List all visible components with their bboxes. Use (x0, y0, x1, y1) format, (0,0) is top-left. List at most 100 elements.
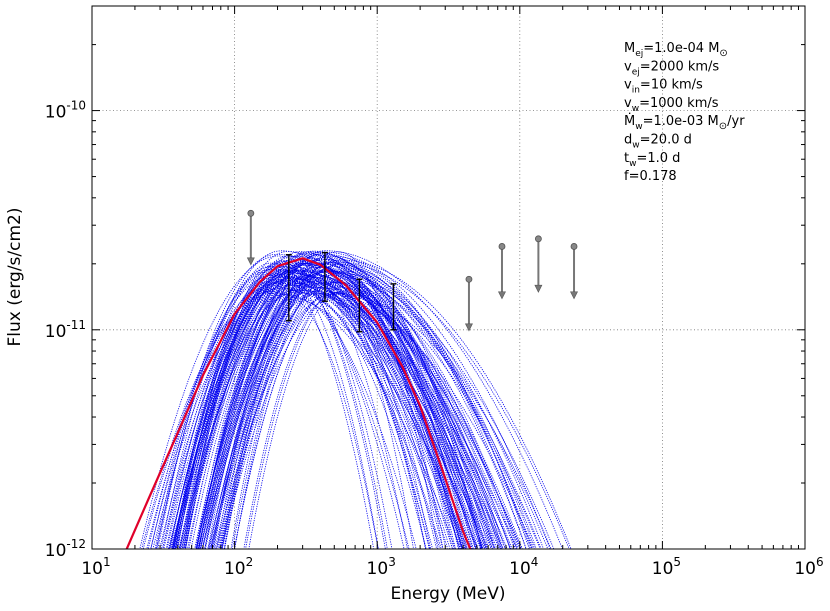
model-curve (221, 282, 468, 549)
model-curve (171, 264, 444, 549)
detection-errorbar (321, 251, 328, 302)
x-tick-label: 106 (794, 555, 823, 579)
model-curve (182, 275, 427, 549)
x-tick-label: 103 (367, 555, 396, 579)
model-curve (194, 262, 544, 549)
model-curve (181, 259, 498, 549)
axis-ticks (91, 5, 806, 550)
parameter-line: Ṁw=1.0e-03 M⊙/yr (624, 113, 745, 132)
model-curve (173, 262, 542, 549)
model-curve (220, 293, 467, 549)
model-curve (174, 281, 483, 549)
model-curve (157, 266, 410, 549)
model-curve (221, 291, 495, 549)
y-tick-label: 10-12 (45, 537, 86, 561)
detection-errorbar (285, 254, 292, 322)
model-curve (214, 263, 483, 549)
model-curve (155, 268, 405, 549)
model-curve (175, 287, 468, 549)
model-curve (219, 281, 511, 549)
model-curve (243, 292, 552, 549)
model-curve (156, 268, 375, 549)
best-fit-layer (125, 257, 472, 549)
model-curve (221, 263, 496, 549)
model-curve (188, 270, 513, 549)
upper-limit-arrow (246, 209, 255, 266)
model-curve (245, 287, 473, 549)
data-points (246, 209, 579, 333)
plot-frame (91, 5, 806, 550)
model-curve (195, 259, 533, 549)
y-tick-label: 10-11 (45, 318, 86, 342)
model-curve (171, 253, 482, 549)
model-curve (181, 261, 414, 549)
model-curve (201, 270, 476, 549)
model-curve (159, 268, 502, 549)
model-curve (139, 255, 386, 549)
model-curve (178, 250, 483, 549)
model-curve (175, 284, 441, 549)
model-curve (198, 289, 518, 549)
x-tick-label: 101 (81, 555, 110, 579)
detection-errorbar (356, 278, 363, 333)
upper-limit-arrow (497, 243, 506, 300)
model-curve (178, 251, 462, 549)
x-tick-label: 105 (652, 555, 681, 579)
model-curve (187, 269, 523, 549)
model-curve (212, 286, 493, 549)
upper-limit-arrow (534, 235, 543, 293)
model-curve (215, 285, 444, 549)
model-curve (194, 259, 516, 549)
parameter-line: Mej=1.0e-04 M⊙ (624, 41, 728, 59)
parameter-line: f=0.178 (624, 169, 677, 184)
model-curve (183, 255, 408, 549)
x-tick-label: 102 (224, 555, 253, 579)
model-curve (174, 264, 504, 549)
model-curve (218, 266, 453, 549)
y-tick-label: 10-10 (45, 99, 86, 123)
model-curve (160, 250, 461, 549)
model-curve (190, 289, 512, 549)
model-curve (147, 274, 487, 549)
parameter-line: vin=10 km/s (624, 78, 703, 96)
model-curve (204, 280, 541, 549)
model-curve (150, 264, 508, 549)
model-curve (207, 259, 572, 549)
model-curve (181, 260, 393, 549)
model-curve (209, 266, 527, 549)
detection-errorbar (390, 283, 397, 331)
model-curve (211, 270, 465, 549)
model-curve (200, 253, 537, 549)
model-curve (176, 250, 463, 549)
parameter-line: tw=1.0 d (624, 151, 680, 169)
upper-limit-arrow (464, 275, 473, 332)
model-curve (170, 291, 427, 549)
x-axis-label: Energy (MeV) (391, 584, 506, 604)
model-curve (179, 276, 488, 549)
model-curve (165, 272, 449, 549)
y-axis-label: Flux (erg/s/cm2) (5, 208, 25, 347)
tick-labels: 101 102 103 104 105 106 10-12 10-11 10-10 (45, 99, 824, 579)
model-curve (185, 271, 461, 549)
parameter-line: dw=20.0 d (624, 133, 692, 151)
parameter-line: vw=1000 km/s (624, 96, 719, 114)
model-curve (210, 281, 518, 549)
x-tick-label: 104 (509, 555, 538, 579)
upper-limit-arrow (570, 243, 579, 300)
best-fit-curve (125, 257, 472, 549)
model-curve (171, 262, 484, 549)
model-curve (233, 292, 472, 549)
model-curve (172, 276, 461, 549)
model-curve (146, 279, 492, 549)
model-curve (177, 266, 451, 549)
model-curve (212, 263, 470, 549)
model-curve (163, 255, 506, 549)
model-curve (210, 264, 483, 549)
model-curve (208, 290, 535, 549)
parameter-line: vej=2000 km/s (624, 59, 719, 77)
model-curve (213, 250, 563, 549)
model-curve (195, 266, 506, 549)
